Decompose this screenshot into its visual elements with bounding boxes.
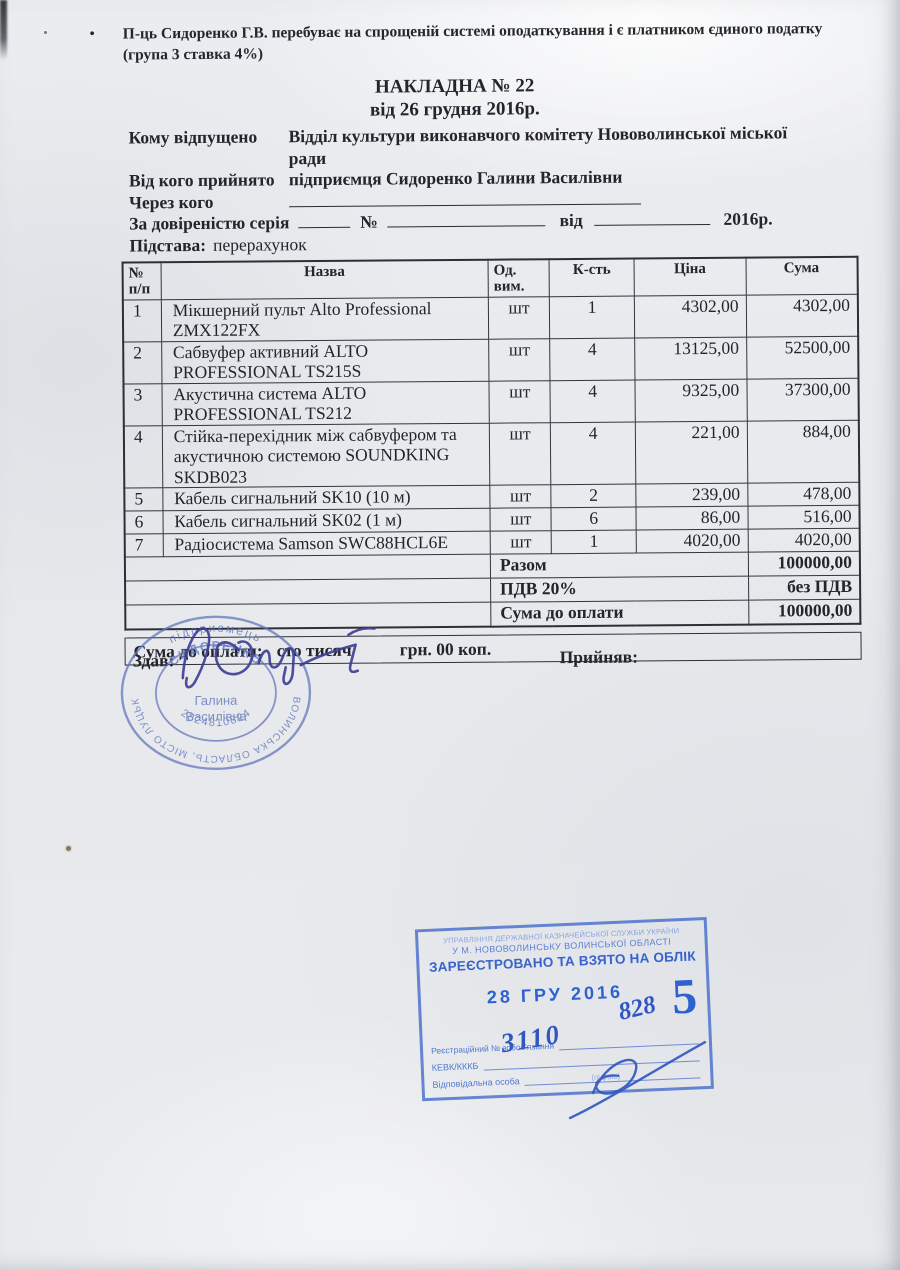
invoice-date: від 26 грудня 2016р. (369, 97, 540, 121)
items-header-row: № п/п Назва Од. вим. К-сть Ціна Сума (122, 256, 858, 300)
field-recipient: Кому відпущено Відділ культури виконавчо… (120, 122, 857, 171)
received-label: Прийняв: (559, 646, 639, 668)
invoice-title: НАКЛАДНА № 22 від 26 грудня 2016р. (86, 73, 823, 124)
stamp-first-name: Галина (195, 693, 239, 708)
via-blank-line (288, 186, 858, 212)
col-price: Ціна (633, 257, 746, 296)
total-value: 100000,00 (748, 551, 861, 577)
amount-words-tail: грн. 00 коп. (399, 638, 492, 659)
vat-label: ПДВ 20% (490, 576, 749, 603)
col-sum: Сума (745, 256, 858, 295)
poa-number-blank (387, 210, 546, 228)
poa-date-blank (593, 208, 711, 226)
invoice-content: НАКЛАДНА № 22 від 26 грудня 2016р. Кому … (120, 73, 862, 666)
poa-from-label: від (559, 209, 583, 231)
responsible-person-label: Відповідальна особа (432, 1076, 520, 1090)
col-unit: Од. вим. (487, 258, 550, 297)
vat-value: без ПДВ (748, 575, 861, 601)
col-num: № п/п (122, 261, 162, 300)
recipient-label: Кому відпущено (128, 126, 258, 148)
recipient-value: Відділ культури виконавчого комітету Нов… (288, 122, 857, 169)
recipient-value-line1: Відділ культури виконавчого комітету Нов… (288, 122, 788, 147)
handwritten-signature-gave (181, 626, 376, 689)
stamp-patronymic: Василівна (185, 709, 247, 724)
from-label: Від кого прийнято (128, 169, 275, 191)
table-row: 3 Акустична система ALTO PROFESSIONAL TS… (123, 377, 859, 426)
col-name: Назва (160, 259, 489, 300)
paper-speck (66, 846, 71, 851)
basis-value: перерахунок (213, 233, 307, 255)
stamp-big-number: 5 (670, 967, 699, 1025)
field-basis: Підстава: перерахунок (121, 229, 858, 256)
amount-due-label: Сума до оплати (490, 600, 749, 627)
note-bullet: • (89, 26, 95, 42)
scan-edge-artifact (0, 0, 7, 60)
treasury-registration-stamp: УПРАВЛІННЯ ДЕРЖАВНОЇ КАЗНАЧЕЙСЬКОЇ СЛУЖБ… (414, 916, 714, 1120)
col-qty: К-сть (549, 258, 635, 297)
handwritten-signature-official (568, 1040, 707, 1120)
kevk-label: КЕВК/КККБ (431, 1060, 479, 1073)
taxpayer-note: П-ць Сидоренко Г.В. перебуває на спрощен… (123, 19, 888, 66)
poa-label: За довіреністю серія (129, 212, 290, 234)
poa-no-label: № (360, 211, 378, 232)
stamp-date: 28 ГРУ 2016 (486, 981, 624, 1008)
amount-due-value: 100000,00 (748, 599, 861, 625)
via-label: Через кого (128, 191, 214, 213)
table-row: 1 Мікшерний пульт Alto Professional ZMX1… (122, 293, 859, 342)
items-table: № п/п Назва Од. вим. К-сть Ціна Сума 1 Мік… (121, 255, 862, 631)
poa-year: 2016р. (723, 208, 773, 229)
total-label: Разом (490, 552, 749, 579)
basis-label: Підстава: (129, 234, 207, 256)
scan-dot (44, 31, 47, 34)
poa-series-blank (297, 211, 350, 229)
table-row: 2 Сабвуфер активний ALTO PROFESSIONAL TS… (123, 335, 859, 384)
table-row: 4 Стійка-перехідник між сабвуфером та ак… (123, 419, 860, 489)
registration-number-label: Реєстраційний № зобов'язання (430, 1040, 555, 1056)
